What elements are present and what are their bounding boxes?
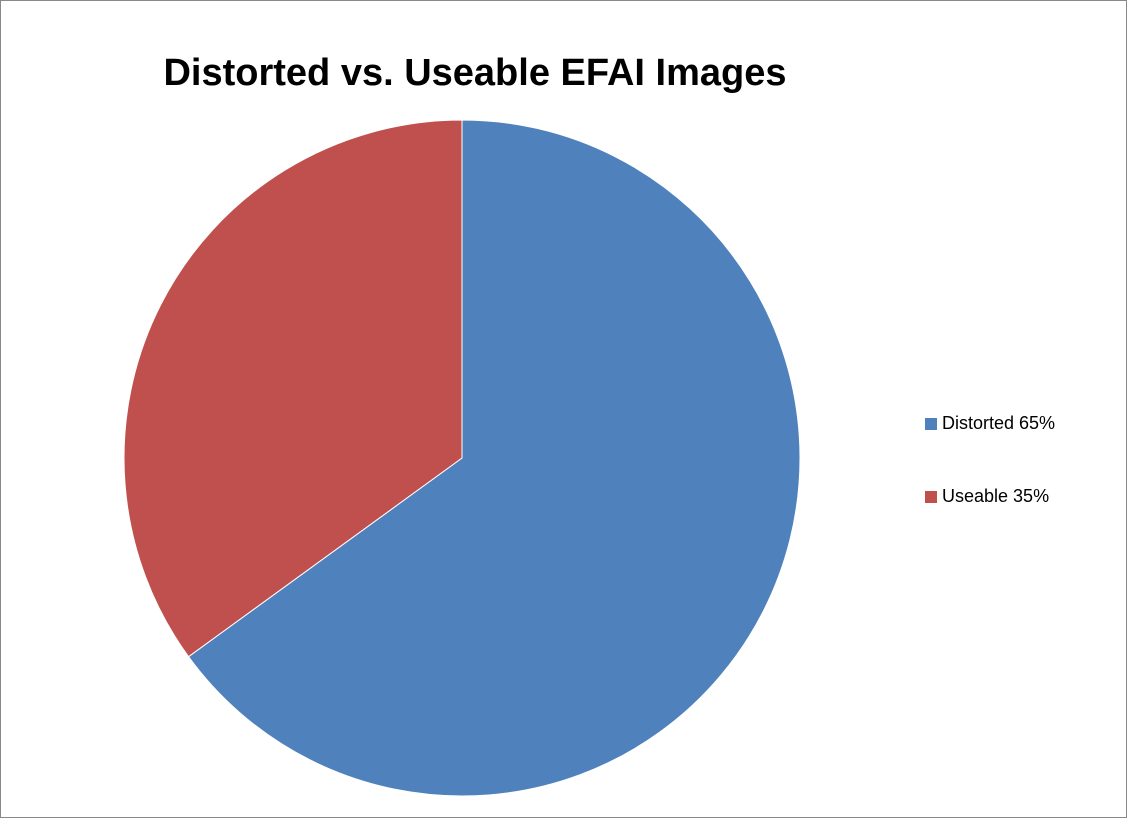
pie-slice	[187, 119, 801, 797]
pie-slice	[123, 119, 463, 658]
legend-swatch	[925, 418, 937, 430]
chart-title: Distorted vs. Useable EFAI Images	[163, 52, 786, 94]
legend-label: Distorted 65%	[942, 413, 1055, 433]
legend-label: Useable 35%	[942, 486, 1049, 506]
legend-swatch	[925, 491, 937, 503]
